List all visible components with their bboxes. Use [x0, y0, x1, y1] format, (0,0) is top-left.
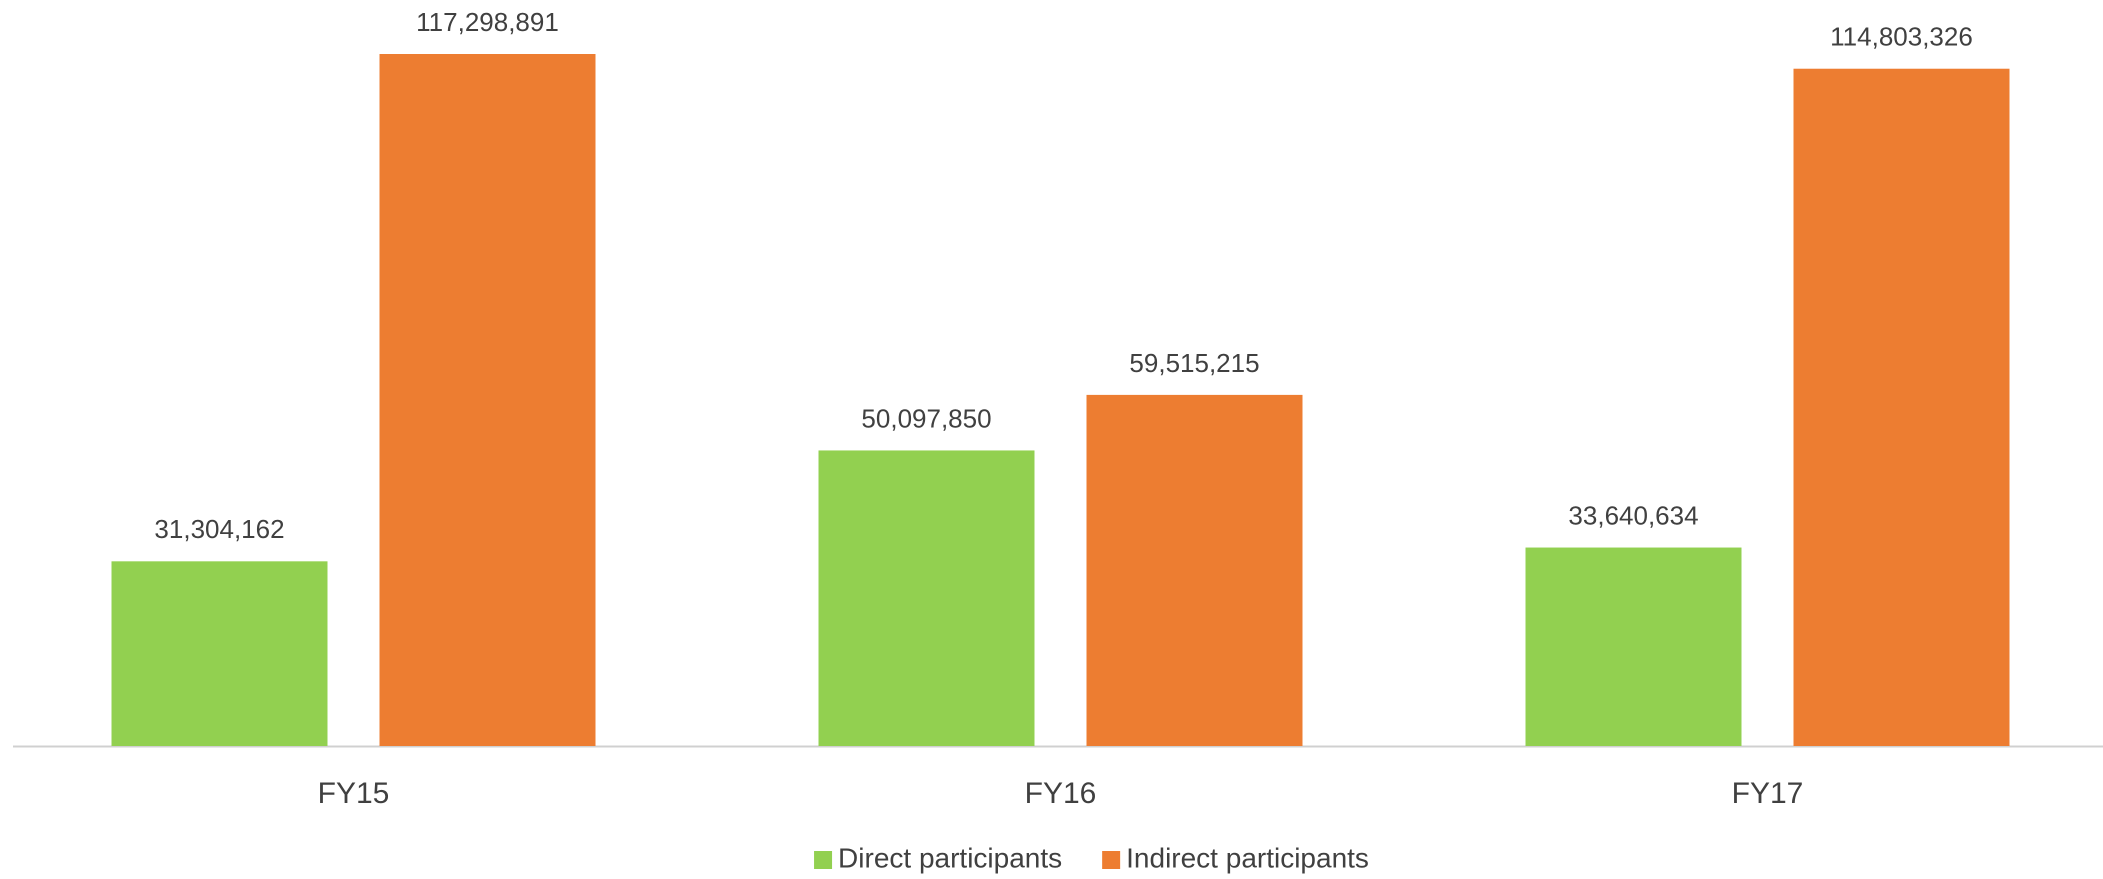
data-label: 50,097,850 [861, 403, 991, 433]
x-tick-label: FY16 [1025, 777, 1097, 810]
bar [818, 450, 1035, 746]
x-tick-label: FY15 [318, 777, 390, 810]
data-label: 117,298,891 [416, 7, 559, 37]
legend-swatch [814, 851, 833, 869]
x-tick-label: FY17 [1732, 777, 1804, 810]
data-label: 33,640,634 [1568, 500, 1698, 530]
data-label: 114,803,326 [1830, 22, 1973, 52]
bar [1793, 68, 2010, 747]
data-label: 59,515,215 [1129, 348, 1259, 378]
bar [379, 54, 596, 746]
bar [1086, 394, 1303, 746]
legend-label: Indirect participants [1126, 842, 1369, 873]
data-label: 31,304,162 [154, 514, 284, 544]
legend-label: Direct participants [838, 842, 1062, 873]
bar [111, 561, 328, 746]
legend-swatch [1102, 851, 1121, 869]
bar [1525, 547, 1742, 746]
